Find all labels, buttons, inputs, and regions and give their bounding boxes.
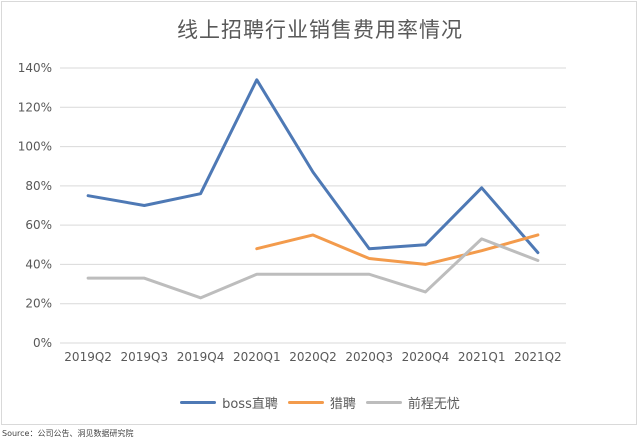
series-line-0: [86, 78, 540, 255]
legend-item: 前程无忧: [365, 393, 460, 412]
x-tick-label: 2020Q2: [289, 350, 337, 364]
legend-label: 前程无忧: [407, 397, 460, 412]
series-line-2: [86, 237, 540, 300]
y-tick-label: 100%: [18, 140, 52, 154]
legend-label: 猎聘: [329, 397, 356, 412]
chart-title: 线上招聘行业销售费用率情况: [177, 18, 463, 42]
x-tick-label: 2021Q2: [514, 350, 562, 364]
x-tick-label: 2020Q1: [233, 350, 281, 364]
x-tick-label: 2019Q3: [121, 350, 169, 364]
legend-item: boss直聘: [180, 393, 278, 412]
y-tick-label: 120%: [18, 100, 52, 114]
y-tick-label: 0%: [33, 336, 52, 350]
y-tick-label: 20%: [25, 297, 52, 311]
source-note: Source：公司公告、洞见数据研究院: [2, 429, 134, 438]
x-tick-label: 2019Q2: [64, 350, 112, 364]
x-tick-label: 2019Q4: [177, 350, 225, 364]
y-tick-label: 80%: [25, 179, 52, 193]
chart-frame: [1, 1, 637, 425]
y-tick-label: 60%: [25, 218, 52, 232]
legend-swatch: [365, 401, 402, 404]
legend-swatch: [287, 401, 324, 404]
legend-item: 猎聘: [287, 393, 356, 412]
legend-swatch: [180, 401, 217, 404]
y-tick-label: 40%: [25, 257, 52, 271]
x-tick-label: 2020Q3: [345, 350, 393, 364]
legend-label: boss直聘: [222, 397, 278, 412]
y-tick-label: 140%: [18, 61, 52, 75]
x-tick-label: 2021Q1: [458, 350, 506, 364]
series-line-1: [255, 233, 540, 266]
legend: boss直聘 猎聘 前程无忧: [0, 393, 640, 412]
x-tick-label: 2020Q4: [402, 350, 450, 364]
